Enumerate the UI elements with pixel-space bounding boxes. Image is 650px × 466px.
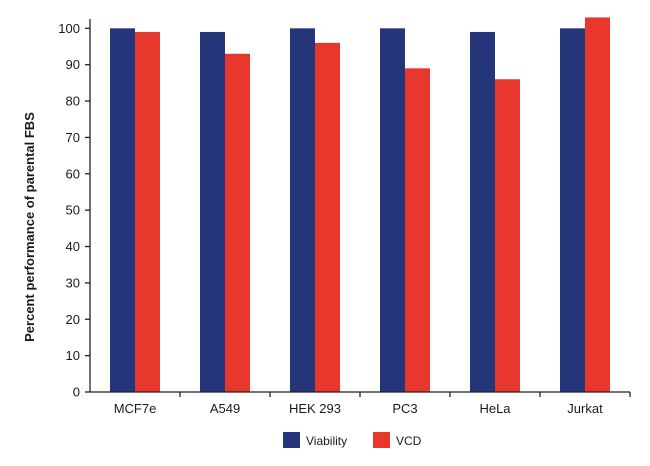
- y-tick-label: 50: [66, 203, 80, 218]
- bar-vcd-hela: [495, 79, 520, 392]
- x-tick-label: HEK 293: [289, 401, 341, 416]
- y-tick-label: 60: [66, 166, 80, 181]
- y-tick-label: 30: [66, 275, 80, 290]
- y-tick-label: 20: [66, 312, 80, 327]
- x-tick-label: HeLa: [479, 401, 511, 416]
- bar-viability-hek-293: [290, 28, 315, 392]
- y-axis: 0 10 20 30 40 50 60 70 80 90 100: [58, 19, 91, 400]
- x-axis: MCF7e A549 HEK 293 PC3 HeLa Jurkat: [90, 391, 631, 416]
- legend: Viability VCD: [283, 432, 422, 448]
- bar-vcd-jurkat: [585, 17, 610, 393]
- bar-viability-mcf7e: [110, 28, 135, 392]
- x-tick-label: A549: [210, 401, 240, 416]
- x-tick-label: Jurkat: [567, 401, 603, 416]
- bar-vcd-mcf7e: [135, 31, 160, 392]
- y-axis-label: Percent performance of parental FBS: [22, 112, 37, 342]
- y-tick-label: 0: [73, 385, 80, 400]
- legend-label-vcd: VCD: [396, 434, 422, 448]
- legend-swatch-vcd: [373, 432, 390, 448]
- y-tick-label: 90: [66, 57, 80, 72]
- y-tick-label: 80: [66, 94, 80, 109]
- legend-label-viability: Viability: [306, 434, 347, 448]
- bar-viability-a549: [200, 31, 225, 392]
- bar-vcd-pc3: [405, 68, 430, 392]
- bar-viability-hela: [470, 31, 495, 392]
- bar-viability-pc3: [380, 28, 405, 392]
- bar-vcd-hek-293: [315, 42, 340, 392]
- plot-area: [110, 17, 610, 393]
- bar-vcd-a549: [225, 53, 250, 392]
- legend-swatch-viability: [283, 432, 300, 448]
- x-tick-label: PC3: [392, 401, 417, 416]
- x-tick-label: MCF7e: [114, 401, 157, 416]
- y-tick-label: 100: [58, 21, 80, 36]
- y-tick-label: 10: [66, 348, 80, 363]
- y-tick-label: 70: [66, 130, 80, 145]
- y-tick-label: 40: [66, 239, 80, 254]
- bar-viability-jurkat: [560, 28, 585, 392]
